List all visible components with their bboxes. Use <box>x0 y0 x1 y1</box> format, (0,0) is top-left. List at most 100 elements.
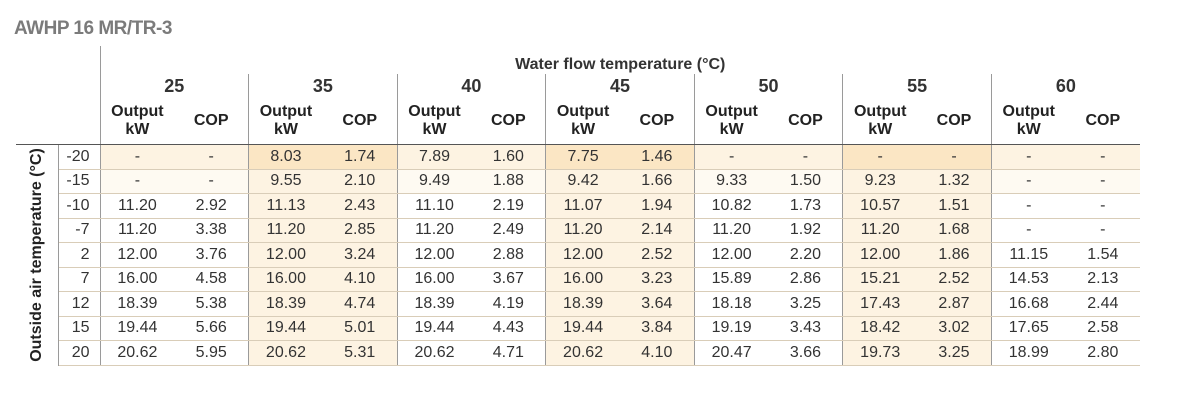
output-cell: 7.89 <box>396 144 472 170</box>
cop-cell: 3.66 <box>768 340 843 366</box>
cop-cell: 1.74 <box>322 144 398 170</box>
output-cell: 15.89 <box>693 267 769 292</box>
water-temp-header: 60 <box>990 74 1140 98</box>
output-cell: 11.20 <box>99 218 175 243</box>
cop-cell: 3.38 <box>174 218 249 243</box>
cop-cell: - <box>1065 169 1140 194</box>
cop-cell: - <box>1065 218 1140 243</box>
cop-cell: - <box>1065 144 1140 170</box>
water-temp-header: 50 <box>693 74 843 98</box>
output-cell: 16.68 <box>990 291 1066 317</box>
water-temp-header: 45 <box>545 74 695 98</box>
table-title: AWHP 16 MR/TR-3 <box>14 18 172 39</box>
output-cell: 20.47 <box>693 340 769 366</box>
water-flow-temperature-title: Water flow temperature (°C) <box>515 56 726 73</box>
cop-cell: 5.38 <box>174 291 249 317</box>
cop-cell: 3.23 <box>619 267 695 292</box>
output-cell: 7.75 <box>545 144 620 170</box>
cop-cell: 4.71 <box>471 340 546 366</box>
output-cell: 18.39 <box>396 291 472 317</box>
cop-cell: 3.43 <box>768 316 843 341</box>
cop-cell: 1.50 <box>768 169 843 194</box>
output-cell: 17.43 <box>842 291 918 317</box>
cop-cell: - <box>174 144 249 170</box>
cop-cell: 2.19 <box>471 193 546 219</box>
output-cell: 12.00 <box>396 242 472 268</box>
output-cell: 11.10 <box>396 193 472 219</box>
cop-cell: - <box>1065 193 1140 219</box>
output-cell: 9.33 <box>693 169 769 194</box>
output-cell: 12.00 <box>693 242 769 268</box>
output-cell: 16.00 <box>396 267 472 292</box>
cop-header: COP <box>322 98 398 145</box>
water-temp-header: 25 <box>99 74 249 98</box>
cop-cell: 1.73 <box>768 193 843 219</box>
air-temp-row-label: -15 <box>58 169 101 194</box>
output-header-line: Output <box>259 103 313 120</box>
output-cell: 19.44 <box>248 316 323 341</box>
output-cell: 18.99 <box>990 340 1066 366</box>
output-cell: 20.62 <box>396 340 472 366</box>
cop-cell: 4.10 <box>322 267 398 292</box>
output-cell: 11.20 <box>842 218 918 243</box>
cop-cell: 3.24 <box>322 242 398 268</box>
output-cell: 10.82 <box>693 193 769 219</box>
output-unit-line: kW <box>571 121 596 138</box>
cop-cell: 2.52 <box>917 267 992 292</box>
cop-cell: 2.14 <box>619 218 695 243</box>
cop-cell: 4.43 <box>471 316 546 341</box>
cop-cell: 2.10 <box>322 169 398 194</box>
output-kw-header: Output kW <box>248 98 323 145</box>
output-cell: - <box>99 169 175 194</box>
cop-cell: 3.67 <box>471 267 546 292</box>
cop-cell: 2.85 <box>322 218 398 243</box>
output-cell: - <box>693 144 769 170</box>
cop-cell: 3.64 <box>619 291 695 317</box>
cop-cell: 2.92 <box>174 193 249 219</box>
cop-header: COP <box>174 98 249 145</box>
output-cell: 10.57 <box>842 193 918 219</box>
table-row: 12 18.39 5.38 18.39 4.74 18.39 4.19 18.39 3.64 18… <box>16 291 1140 317</box>
cop-cell: 3.02 <box>917 316 992 341</box>
output-cell: 19.44 <box>99 316 175 341</box>
cop-cell: 1.51 <box>917 193 992 219</box>
table-row: 2 12.00 3.76 12.00 3.24 12.00 2.88 12.00 2.52 12.… <box>16 242 1140 268</box>
output-cell: 11.20 <box>545 218 620 243</box>
cop-cell: 1.32 <box>917 169 992 194</box>
output-cell: 20.62 <box>99 340 175 366</box>
output-cell: 19.44 <box>545 316 620 341</box>
cop-header: COP <box>917 98 992 145</box>
cop-cell: 3.25 <box>768 291 843 317</box>
cop-cell: 2.44 <box>1065 291 1140 317</box>
cop-cell: 5.95 <box>174 340 249 366</box>
water-temp-header: 40 <box>396 74 546 98</box>
output-kw-header: Output kW <box>545 98 620 145</box>
output-cell: - <box>990 169 1066 194</box>
output-cell: 19.19 <box>693 316 769 341</box>
table-row: -7 11.20 3.38 11.20 2.85 11.20 2.49 11.20 2.14 11… <box>16 218 1140 243</box>
output-unit-line: kW <box>868 121 893 138</box>
output-cell: - <box>99 144 175 170</box>
cop-cell: 2.52 <box>619 242 695 268</box>
output-cell: 12.00 <box>545 242 620 268</box>
output-cell: 18.39 <box>545 291 620 317</box>
air-temp-row-label: 2 <box>58 242 101 268</box>
output-cell: 18.39 <box>248 291 323 317</box>
output-cell: 12.00 <box>842 242 918 268</box>
output-unit-line: kW <box>125 121 150 138</box>
output-kw-header: Output kW <box>99 98 175 145</box>
water-temp-header: 55 <box>842 74 992 98</box>
output-cell: 8.03 <box>248 144 323 170</box>
output-cell: - <box>990 193 1066 219</box>
cop-cell: 3.76 <box>174 242 249 268</box>
output-kw-header: Output kW <box>396 98 472 145</box>
cop-cell: 1.92 <box>768 218 843 243</box>
output-cell: 9.42 <box>545 169 620 194</box>
output-cell: 19.73 <box>842 340 918 366</box>
output-cell: 11.20 <box>99 193 175 219</box>
cop-cell: 1.86 <box>917 242 992 268</box>
output-cell: 20.62 <box>545 340 620 366</box>
cop-cell: 1.54 <box>1065 242 1140 268</box>
output-header-line: Output <box>111 103 164 120</box>
output-cell: 18.39 <box>99 291 175 317</box>
